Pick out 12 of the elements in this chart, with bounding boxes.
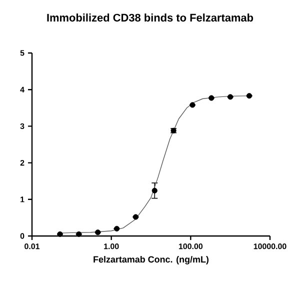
x-axis-title: Felzartamab Conc. (ng/mL)	[94, 256, 209, 264]
point	[57, 231, 63, 237]
point	[132, 214, 138, 220]
point	[76, 231, 82, 237]
point	[152, 188, 158, 194]
point	[190, 102, 196, 108]
point	[246, 93, 252, 99]
point	[208, 95, 214, 101]
chart-title: Immobilized CD38 binds to Felzartamab	[47, 14, 254, 22]
point	[95, 230, 101, 236]
point	[228, 94, 234, 100]
point	[114, 226, 120, 232]
